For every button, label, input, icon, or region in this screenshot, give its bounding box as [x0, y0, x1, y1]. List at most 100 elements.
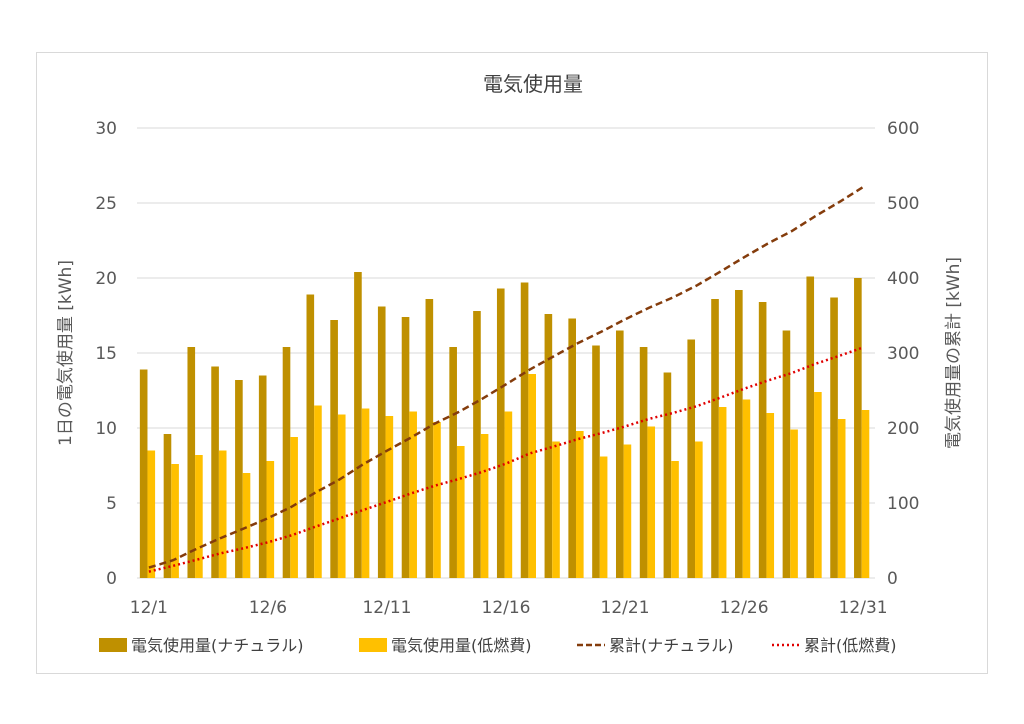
- y-axis-left: 0 5 10 15 20 25 30: [95, 119, 117, 589]
- bar-eco: [647, 426, 656, 578]
- bar-eco: [266, 461, 275, 578]
- y2-tick-label: 200: [887, 419, 919, 439]
- bar-eco: [314, 405, 322, 578]
- bar-eco: [290, 437, 298, 578]
- legend-label: 累計(低燃費): [804, 636, 897, 655]
- bar-eco: [623, 444, 632, 578]
- bar-eco: [171, 464, 179, 578]
- bar-natural: [615, 330, 624, 578]
- bar-eco: [409, 411, 417, 578]
- x-tick-label: 12/11: [362, 598, 411, 618]
- bar-natural: [592, 345, 600, 578]
- y-tick-label: 25: [95, 194, 117, 214]
- bar-eco: [385, 416, 394, 578]
- bar-natural: [782, 330, 791, 578]
- chart-frame: 電気使用量 0 5 10 15 20 25 30 0 100 200 300 400 500 600 1…: [36, 52, 988, 674]
- bar-eco: [242, 473, 251, 578]
- bar-eco: [195, 455, 203, 578]
- bar-eco: [480, 434, 489, 578]
- bar-eco: [695, 441, 703, 578]
- bar-natural: [354, 272, 362, 578]
- bar-natural: [806, 276, 815, 578]
- y2-tick-label: 600: [887, 119, 919, 139]
- legend: 電気使用量(ナチュラル) 電気使用量(低燃費) 累計(ナチュラル) 累計(低燃費): [99, 636, 897, 655]
- y-tick-label: 5: [106, 494, 117, 514]
- line-series: [148, 185, 864, 573]
- y-tick-label: 15: [95, 344, 117, 364]
- chart: 電気使用量 0 5 10 15 20 25 30 0 100 200 300 400 500 600 1…: [55, 72, 964, 655]
- x-tick-label: 12/31: [839, 598, 888, 618]
- bar-natural: [639, 347, 648, 578]
- x-tick-label: 12/26: [720, 598, 769, 618]
- y2-tick-label: 500: [887, 194, 919, 214]
- y2-tick-label: 300: [887, 344, 919, 364]
- bar-eco: [456, 446, 465, 578]
- bar-natural: [235, 380, 243, 578]
- y2-tick-label: 0: [887, 569, 898, 589]
- bar-natural: [520, 282, 529, 578]
- bar-eco: [528, 374, 536, 578]
- legend-swatch: [359, 638, 387, 652]
- legend-label: 電気使用量(低燃費): [391, 636, 532, 655]
- bar-natural: [282, 347, 291, 578]
- bar-natural: [211, 366, 219, 578]
- bar-natural: [735, 290, 743, 578]
- bar-natural: [473, 311, 481, 578]
- y-tick-label: 20: [95, 269, 117, 289]
- x-axis: 12/1 12/6 12/11 12/16 12/21 12/26 12/31: [130, 598, 888, 618]
- bar-eco: [718, 407, 727, 578]
- bar-natural: [401, 317, 410, 578]
- bar-natural: [139, 369, 148, 578]
- y-tick-label: 30: [95, 119, 117, 139]
- bar-natural: [187, 347, 196, 578]
- x-tick-label: 12/1: [130, 598, 168, 618]
- bar-natural: [163, 434, 172, 578]
- bar-natural: [687, 339, 696, 578]
- y2-tick-label: 400: [887, 269, 919, 289]
- line-cumulative-natural: [148, 185, 864, 569]
- y2-tick-label: 100: [887, 494, 919, 514]
- y-tick-label: 10: [95, 419, 117, 439]
- bar-eco: [147, 450, 156, 578]
- y-axis-title-right: 電気使用量の累計 [kWh]: [943, 257, 964, 449]
- bar-eco: [671, 461, 679, 578]
- bar-eco: [814, 392, 822, 578]
- bar-natural: [330, 320, 338, 578]
- bar-eco: [742, 399, 751, 578]
- bar-eco: [766, 413, 775, 578]
- y-axis-title-left: 1日の電気使用量 [kWh]: [55, 260, 76, 446]
- x-tick-label: 12/6: [249, 598, 287, 618]
- bar-eco: [837, 419, 846, 578]
- bar-natural: [663, 372, 672, 578]
- bar-natural: [568, 318, 576, 578]
- bar-natural: [544, 314, 553, 578]
- bar-eco: [552, 441, 560, 578]
- bar-eco: [361, 408, 370, 578]
- chart-title: 電気使用量: [483, 72, 583, 96]
- bar-eco: [433, 422, 441, 578]
- bar-eco: [504, 411, 513, 578]
- bar-natural: [830, 297, 838, 578]
- bar-natural: [758, 302, 767, 578]
- legend-label: 累計(ナチュラル): [609, 636, 734, 655]
- legend-label: 電気使用量(ナチュラル): [131, 636, 304, 655]
- legend-swatch: [99, 638, 127, 652]
- bar-eco: [861, 410, 870, 578]
- bar-natural: [258, 375, 267, 578]
- bar-series: [139, 272, 870, 578]
- x-tick-label: 12/16: [482, 598, 531, 618]
- bar-natural: [854, 278, 862, 578]
- bar-natural: [425, 299, 434, 578]
- y-tick-label: 0: [106, 569, 117, 589]
- y-axis-right: 0 100 200 300 400 500 600: [887, 119, 919, 589]
- bar-eco: [337, 414, 346, 578]
- bar-natural: [711, 299, 719, 578]
- bar-eco: [575, 431, 584, 578]
- bar-natural: [377, 306, 386, 578]
- bar-eco: [599, 456, 608, 578]
- bar-natural: [449, 347, 457, 578]
- bar-natural: [306, 294, 315, 578]
- bar-eco: [790, 429, 798, 578]
- bar-eco: [218, 450, 227, 578]
- bar-natural: [496, 288, 505, 578]
